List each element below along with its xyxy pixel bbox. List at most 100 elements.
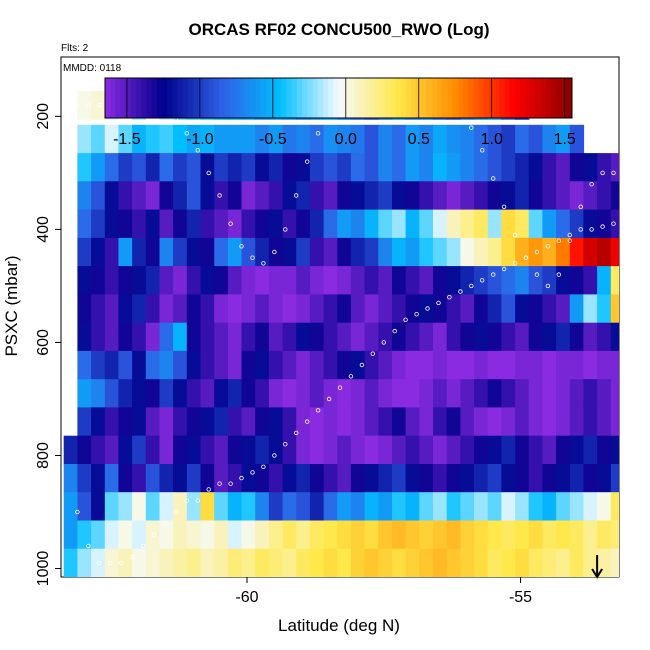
colorbar-segment: [535, 78, 542, 118]
track-marker: [228, 221, 233, 226]
heatmap-cell: [323, 350, 338, 380]
heatmap-cell: [392, 209, 407, 239]
heatmap-cell: [132, 350, 147, 380]
heatmap-cell: [528, 492, 543, 522]
heatmap-cell: [282, 322, 297, 352]
heatmap-cell: [583, 548, 598, 577]
heatmap-cell: [610, 350, 619, 380]
heatmap-cell: [487, 548, 502, 577]
heatmap-cell: [515, 266, 530, 295]
heatmap-cell: [597, 379, 612, 409]
heatmap-cell: [104, 322, 120, 352]
heatmap-cell: [501, 237, 516, 267]
heatmap-cell: [392, 407, 407, 437]
heatmap-cell: [446, 350, 461, 380]
heatmap-cell: [625, 436, 639, 465]
heatmap-cell: [433, 548, 448, 577]
heatmap-cell: [405, 407, 420, 437]
heatmap-cell: [501, 350, 516, 380]
heatmap-cell: [487, 435, 502, 465]
track-marker: [589, 227, 594, 232]
heatmap-cell: [159, 294, 174, 324]
track-marker: [184, 131, 189, 136]
heatmap-cell: [556, 548, 571, 577]
heatmap-cell: [200, 435, 215, 465]
heatmap-cell: [364, 124, 379, 154]
colorbar-segment: [115, 78, 122, 118]
heatmap-cell: [186, 492, 202, 522]
heatmap-cell: [132, 407, 147, 437]
heatmap-cell: [91, 464, 106, 493]
heatmap-cell: [474, 322, 489, 352]
heatmap-cell: [77, 266, 92, 295]
heatmap-cell: [556, 266, 571, 295]
heatmap-cell: [173, 492, 188, 522]
heatmap-cell: [241, 379, 256, 409]
heatmap-cell: [460, 548, 475, 577]
heatmap-cell: [350, 548, 366, 577]
heatmap-cell: [569, 237, 585, 267]
heatmap-cell: [132, 237, 147, 267]
heatmap-cell: [104, 492, 120, 522]
track-marker: [315, 131, 321, 136]
heatmap-cell: [610, 153, 619, 182]
colorbar-tick-label: 0.0: [335, 131, 357, 148]
heatmap-cell: [214, 294, 229, 324]
heatmap-cell: [487, 209, 502, 239]
heatmap-cell: [145, 520, 161, 550]
colorbar-segment: [343, 78, 350, 118]
heatmap-cell: [296, 209, 311, 239]
heatmap-cell: [104, 435, 120, 465]
y-axis: 200 400 600 800 1000: [35, 103, 61, 586]
heatmap-cell: [227, 520, 243, 550]
heatmap-cell: [91, 124, 106, 154]
heatmap-cell: [378, 153, 393, 182]
track-marker: [283, 227, 288, 232]
heatmap-cell: [583, 407, 598, 437]
heatmap-cell: [625, 464, 639, 493]
heatmap-cell: [91, 548, 106, 577]
heatmap-cell: [309, 266, 325, 295]
heatmap-cell: [296, 435, 311, 465]
heatmap-cell: [446, 153, 461, 182]
heatmap-cell: [337, 209, 352, 239]
heatmap-cell: [638, 464, 650, 493]
colorbar-segment: [255, 78, 262, 118]
heatmap-cell: [309, 153, 325, 182]
heatmap-cell: [282, 209, 297, 239]
heatmap-cell: [501, 322, 516, 352]
heatmap-cell: [433, 520, 448, 550]
heatmap-cell: [241, 350, 256, 380]
colorbar-segment: [364, 78, 371, 118]
colorbar-segment: [483, 78, 490, 118]
heatmap-cell: [378, 209, 393, 239]
heatmap-cell: [350, 322, 366, 352]
heatmap-cell: [487, 322, 502, 352]
heatmap-cell: [610, 237, 619, 267]
heatmap-cell: [309, 520, 325, 550]
y-tick-label: 200: [35, 103, 52, 130]
heatmap-cell: [227, 181, 243, 211]
heatmap-cell: [583, 237, 598, 267]
heatmap-cell: [542, 322, 557, 352]
heatmap-cell: [528, 379, 543, 409]
heatmap-cell: [474, 548, 489, 577]
heatmap-cell: [118, 209, 133, 239]
track-marker: [206, 170, 211, 176]
heatmap-cell: [583, 266, 598, 295]
heatmap-cell: [145, 379, 161, 409]
arrow-marker: [591, 555, 603, 579]
colorbar-tick-label: -1.0: [186, 131, 214, 148]
heatmap-cell: [186, 322, 202, 352]
x-tick-label: -55: [509, 589, 532, 606]
heatmap-cell: [186, 124, 202, 154]
heatmap-cell: [638, 351, 650, 380]
heatmap-cell: [419, 322, 434, 352]
heatmap-cell: [132, 520, 147, 550]
track-marker: [250, 255, 255, 260]
heatmap-cell: [145, 237, 161, 267]
heatmap-cell: [350, 464, 366, 493]
heatmap-cell: [63, 548, 78, 577]
heatmap-cell: [173, 520, 188, 550]
heatmap-cell: [227, 266, 243, 295]
